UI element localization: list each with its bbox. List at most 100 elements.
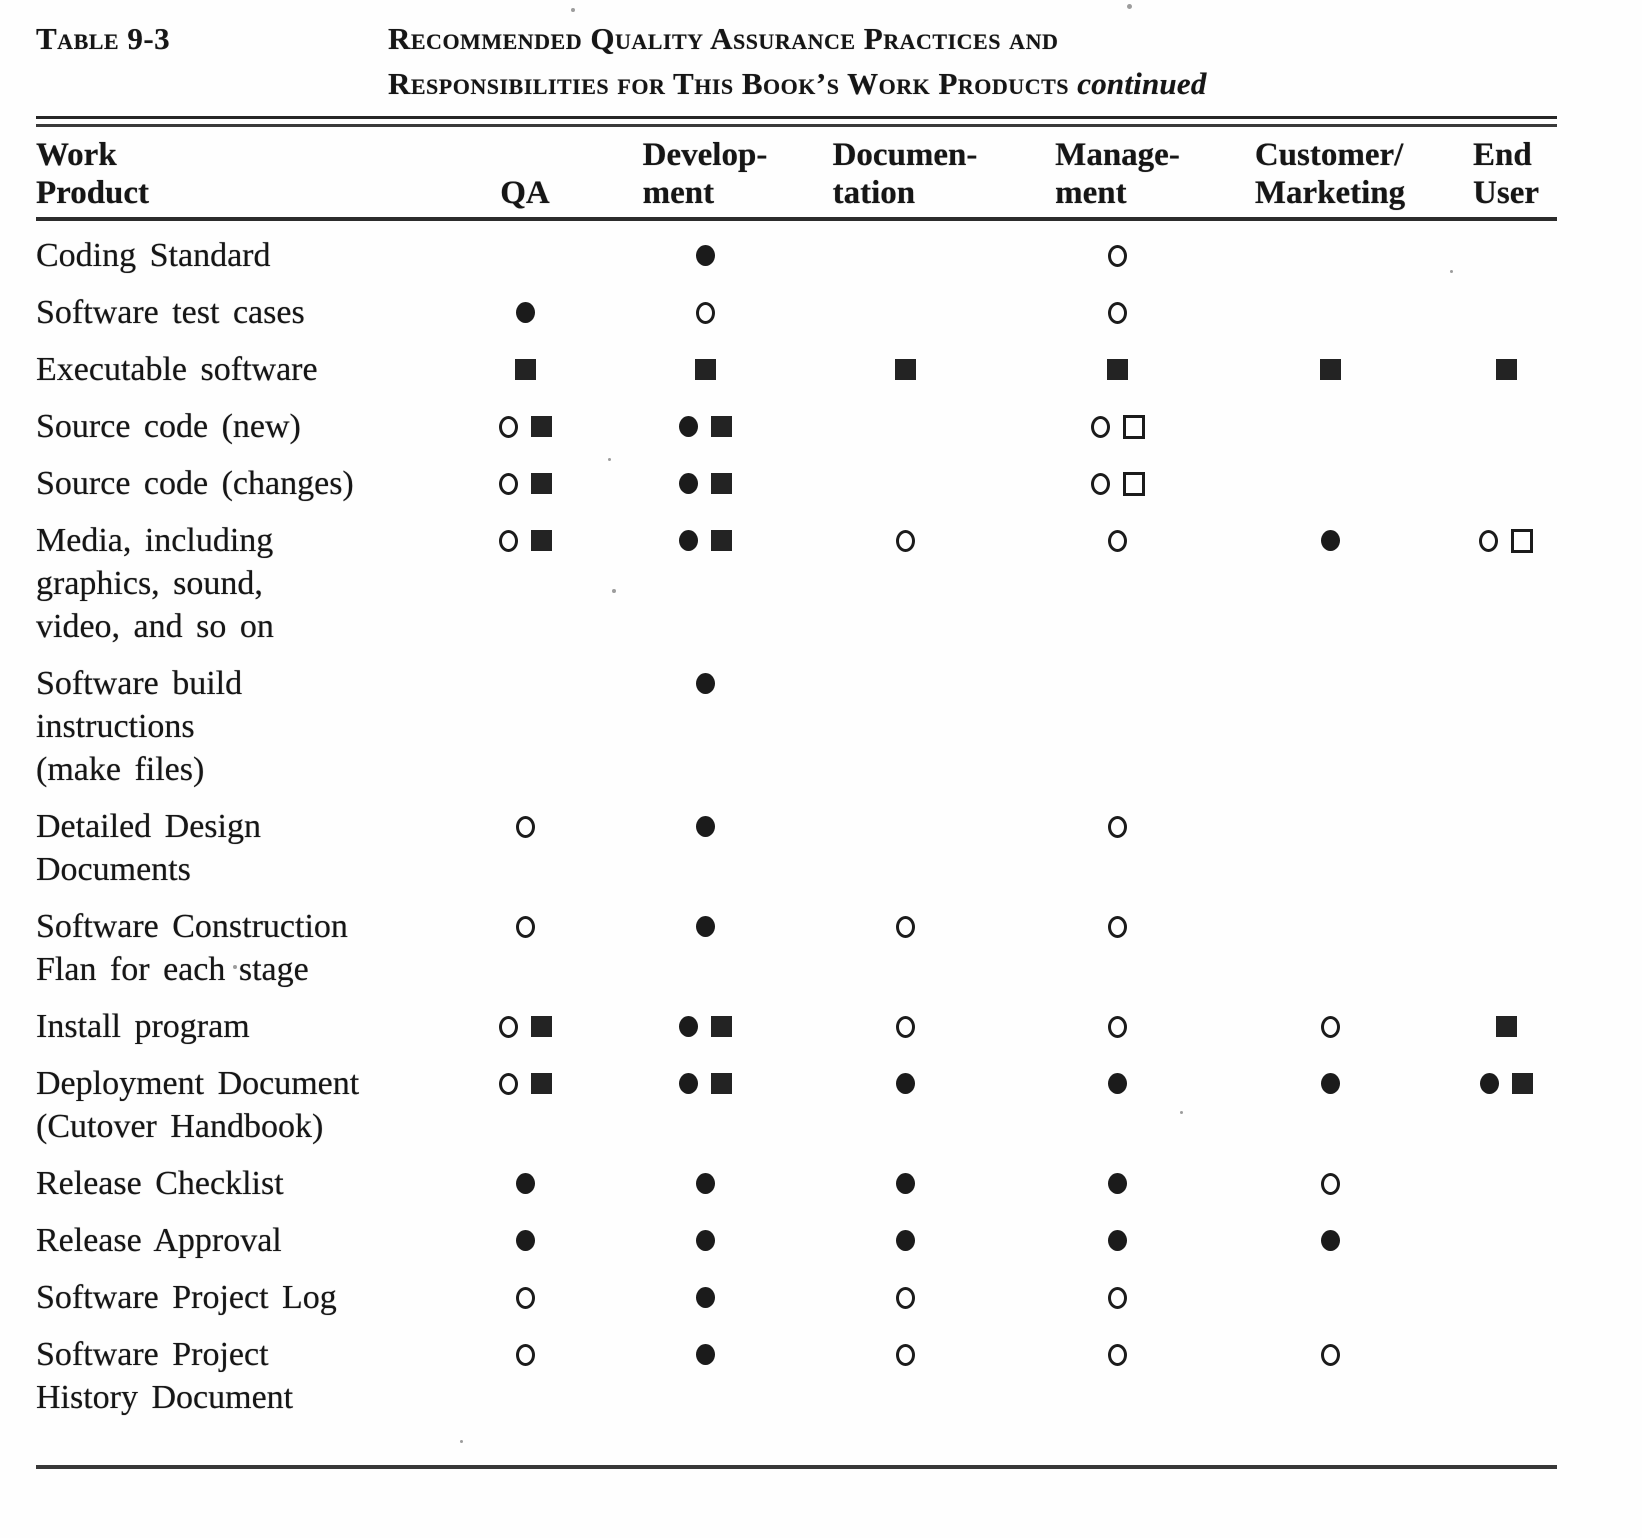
filled-square-icon [1107,359,1128,380]
filled-square-icon [710,416,732,437]
end-user-cell [1435,1062,1557,1105]
management-cell [1010,1333,1225,1376]
qa-cell [440,805,610,848]
development-cell [610,1219,800,1262]
column-header-label: End User [1473,137,1539,211]
column-header-label: Manage-ment [1055,137,1180,211]
open-circle-icon [895,1343,915,1366]
column-header-qa: QA [440,174,610,212]
column-header-customer-marketing: Customer/Marketing [1225,136,1435,212]
end-user-cell [1435,805,1557,848]
table-row: Media, including graphics, sound, video, a… [36,519,1557,648]
customer-marketing-cell [1225,662,1435,705]
management-cell [1010,805,1225,848]
development-cell [610,662,800,705]
development-cell [610,348,800,391]
work-product-name: Software Project History Document [36,1336,294,1416]
open-circle-icon [1108,301,1127,324]
development-cell [610,234,800,277]
open-circle-icon [515,815,535,838]
filled-square-icon [694,359,716,380]
open-circle-icon [498,472,518,495]
filled-circle-icon [1320,530,1340,551]
filled-circle-icon [695,673,715,694]
table-row: Software Construction Flan for each stage [36,905,1557,991]
customer-marketing-cell [1225,805,1435,848]
table-row: Executable software [36,348,1557,391]
qa-cell [440,462,610,505]
end-user-cell [1435,234,1557,277]
documentation-cell [800,905,1010,948]
open-circle-icon [498,415,518,438]
open-circle-icon [1108,1343,1127,1366]
customer-marketing-cell [1225,234,1435,277]
column-header-label: Work Product [36,137,150,211]
filled-circle-icon [678,416,698,437]
table-row: Release Approval [36,1219,1557,1262]
end-user-cell [1435,348,1557,391]
column-header-management: Manage-ment [1010,136,1225,212]
qa-cell [440,1162,610,1205]
column-header-label: Customer/Marketing [1254,137,1406,211]
documentation-cell [800,1005,1010,1048]
scan-speck [1127,4,1132,9]
documentation-cell [800,291,1010,334]
open-circle-icon [1108,244,1127,267]
filled-square-icon [514,359,536,380]
scan-speck [608,458,611,461]
filled-circle-icon [1108,1230,1127,1251]
management-cell [1010,905,1225,948]
customer-marketing-cell [1225,405,1435,448]
work-product-name: Release Approval [36,1222,282,1259]
work-product-name: Media, including graphics, sound, video, a… [36,522,274,645]
open-circle-icon [1320,1343,1340,1366]
filled-circle-icon [695,1230,715,1251]
filled-circle-icon [1479,1073,1499,1094]
development-cell [610,1276,800,1319]
column-header-label: Documen-tation [832,137,978,211]
top-double-rule [36,116,1557,127]
work-product-name: Software Construction Flan for each stage [36,908,348,988]
open-circle-icon [1320,1015,1340,1038]
open-square-icon [1511,528,1533,553]
filled-circle-icon [1320,1073,1340,1094]
customer-marketing-cell [1225,1162,1435,1205]
documentation-cell [800,662,1010,705]
table-row: Software test cases [36,291,1557,334]
development-cell [610,519,800,562]
filled-square-icon [1495,359,1517,380]
work-product-name: Release Checklist [36,1165,284,1202]
filled-circle-icon [678,473,698,494]
filled-circle-icon [515,1173,535,1194]
filled-circle-icon [895,1073,915,1094]
filled-square-icon [530,530,552,551]
end-user-cell [1435,1162,1557,1205]
open-circle-icon [1090,415,1110,438]
work-product-name: Executable software [36,351,318,388]
qa-cell [440,1005,610,1048]
management-cell [1010,519,1225,562]
table-row: Software Project Log [36,1276,1557,1319]
open-circle-icon [695,301,715,324]
table-row: Source code (changes) [36,462,1557,505]
scan-speck [460,1440,463,1443]
table-header-row: Work Product QA Develop-ment Documen-tation M… [36,127,1557,217]
development-cell [610,805,800,848]
open-circle-icon [1108,815,1127,838]
development-cell [610,291,800,334]
management-cell [1010,1219,1225,1262]
open-square-icon [1122,414,1145,439]
table-row: Source code (new) [36,405,1557,448]
open-circle-icon [515,915,535,938]
end-user-cell [1435,662,1557,705]
filled-square-icon [710,1016,732,1037]
column-header-documentation: Documen-tation [800,136,1010,212]
management-cell [1010,662,1225,705]
documentation-cell [800,348,1010,391]
development-cell [610,405,800,448]
customer-marketing-cell [1225,291,1435,334]
filled-square-icon [1319,359,1341,380]
open-square-icon [1122,471,1145,496]
development-cell [610,1062,800,1105]
